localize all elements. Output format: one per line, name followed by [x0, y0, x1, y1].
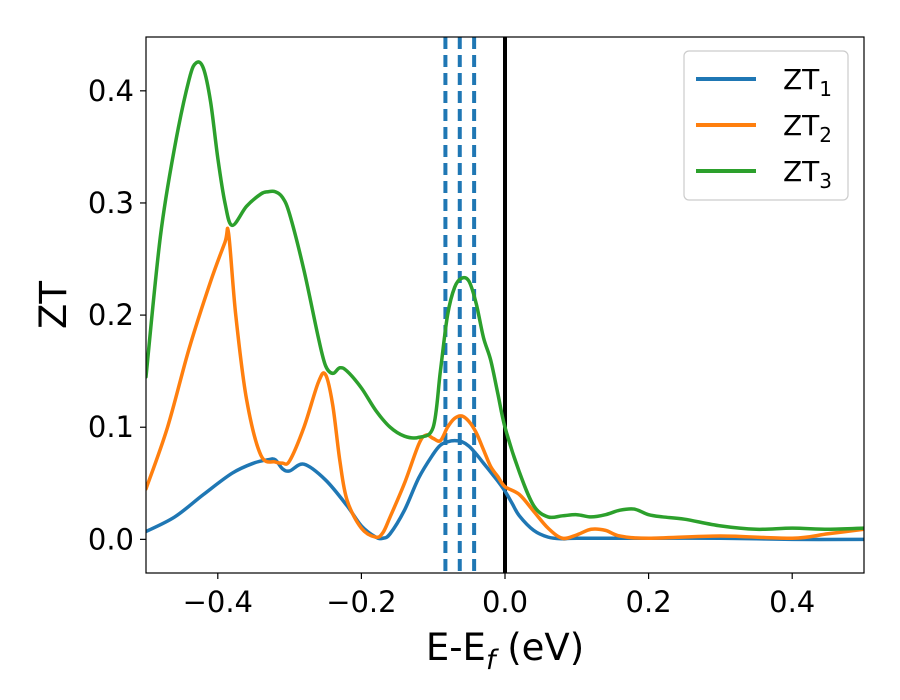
- x-tick-label: 0.4: [769, 585, 815, 619]
- series-lines: [146, 60, 864, 542]
- y-tick-label: 0.1: [88, 410, 134, 444]
- x-tick-label: 0.2: [626, 585, 672, 619]
- y-axis: 0.0 0.1 0.2 0.3 0.4: [88, 74, 146, 556]
- y-tick-label: 0.3: [88, 186, 134, 220]
- y-tick-label: 0.2: [88, 298, 134, 332]
- x-axis-label: E-Ef (eV): [426, 626, 584, 676]
- x-axis: −0.4 −0.2 0.0 0.2 0.4: [183, 573, 815, 619]
- y-tick-label: 0.4: [88, 74, 134, 108]
- legend: ZT1 ZT2 ZT3: [683, 50, 849, 201]
- vertical-lines: [443, 37, 507, 573]
- x-tick-label: −0.4: [183, 585, 253, 619]
- y-axis-label: ZT: [32, 281, 75, 329]
- y-tick-label: 0.0: [88, 522, 134, 556]
- legend-box: [683, 50, 849, 201]
- x-tick-label: 0.0: [482, 585, 528, 619]
- legend-label-zt3: ZT3: [783, 155, 832, 193]
- legend-label-zt2: ZT2: [783, 109, 832, 147]
- series-line-zt3: [146, 60, 864, 532]
- x-tick-label: −0.2: [326, 585, 396, 619]
- legend-label-zt1: ZT1: [783, 63, 832, 101]
